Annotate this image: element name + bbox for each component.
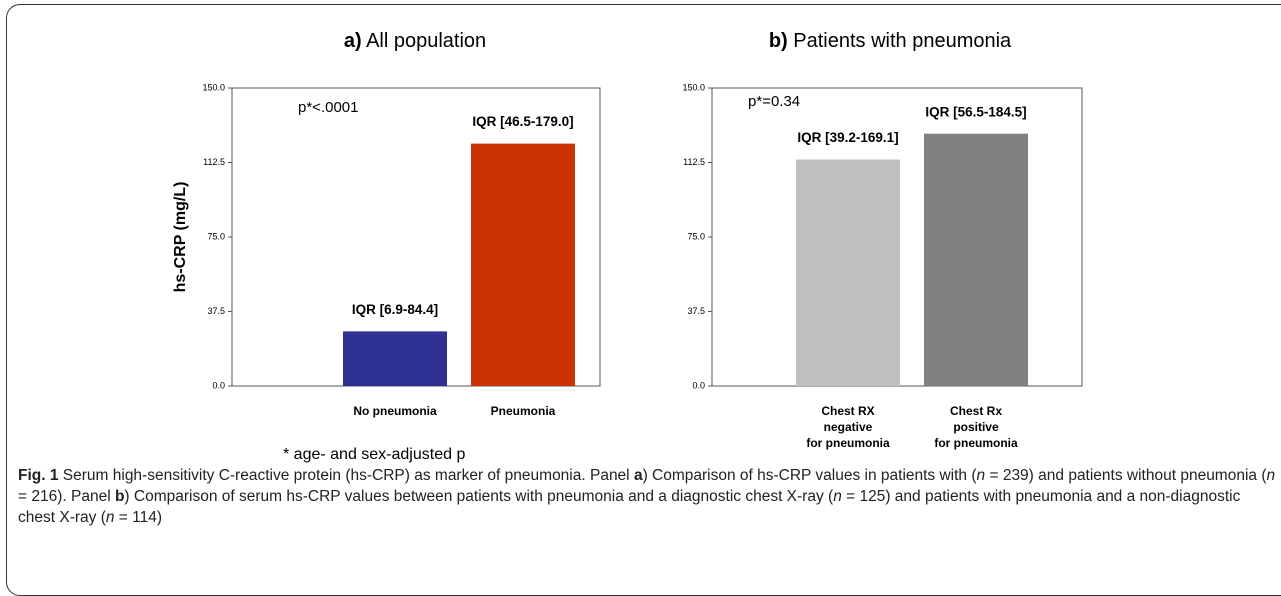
caption-run: = 239) and patients without pneumonia ( — [985, 467, 1267, 484]
caption-run: ) Comparison of hs-CRP values in patient… — [642, 467, 977, 484]
x-tick-label: Pneumonia — [491, 404, 556, 418]
caption-run: b — [114, 488, 125, 505]
caption: Fig. 1 Serum high-sensitivity C-reactive… — [18, 465, 1276, 528]
y-tick-label: 0.0 — [692, 380, 705, 390]
caption-run: n — [105, 509, 115, 526]
caption-run: n — [976, 467, 986, 484]
charts: a) All population 0.0 37.5 75.0 112.5 150.0 hs… — [172, 30, 1083, 463]
caption-run: = 114) — [114, 509, 163, 526]
x-tick-label: negative — [824, 420, 873, 434]
y-tick-label: 112.5 — [203, 157, 225, 167]
caption-run: Fig. 1 — [18, 467, 59, 484]
title-text: Patients with pneumonia — [793, 30, 1012, 52]
bar — [471, 143, 575, 386]
bar-label: IQR [6.9-84.4] — [352, 302, 438, 317]
caption-run: = 216). Panel — [18, 488, 115, 505]
y-tick-label: 37.5 — [207, 306, 225, 316]
y-tick-label: 0.0 — [212, 380, 225, 390]
page: {"chart_data": [ {"type": "bar", "title_… — [6, 4, 1281, 596]
y-tick-label: 75.0 — [687, 231, 705, 241]
bar — [343, 331, 447, 386]
caption-run: ) Comparison of serum hs-CRP values betw… — [124, 488, 834, 505]
chart-title: b) Patients with pneumonia — [769, 30, 1012, 52]
x-tick-label: Chest RX — [821, 404, 874, 418]
y-tick-label: 150.0 — [202, 82, 225, 92]
caption-run: n — [1266, 467, 1276, 484]
bar-label: IQR [56.5-184.5] — [925, 104, 1026, 119]
title-text: All population — [366, 30, 486, 52]
annotation: p*<.0001 — [298, 99, 358, 116]
x-tick-label: for pneumonia — [934, 436, 1018, 450]
panel-label: b) — [769, 30, 788, 52]
footnote: * age- and sex-adjusted p — [283, 446, 465, 463]
chart-title: a) All population — [344, 30, 486, 52]
bar — [924, 133, 1028, 386]
caption-run: = 125) and patients with pneumonia and a… — [18, 488, 1241, 526]
y-tick-label: 150.0 — [682, 82, 705, 92]
x-tick-label: for pneumonia — [806, 436, 890, 450]
bar-label: IQR [39.2-169.1] — [797, 130, 898, 145]
bar — [796, 159, 900, 386]
caption-run: Serum high-sensitivity C-reactive protei… — [58, 467, 634, 484]
x-tick-label: positive — [953, 420, 999, 434]
caption-run: n — [833, 488, 842, 505]
y-tick-label: 75.0 — [207, 231, 225, 241]
annotation: p*=0.34 — [748, 93, 800, 110]
panel-label: a) — [344, 30, 362, 52]
x-tick-label: Chest Rx — [950, 404, 1002, 418]
y-tick-label: 112.5 — [683, 157, 705, 167]
caption-run: a — [633, 467, 643, 484]
y-tick-label: 37.5 — [687, 306, 705, 316]
y-axis-label: hs-CRP (mg/L) — [172, 182, 189, 293]
x-tick-label: No pneumonia — [353, 404, 437, 418]
bar-label: IQR [46.5-179.0] — [472, 114, 573, 129]
